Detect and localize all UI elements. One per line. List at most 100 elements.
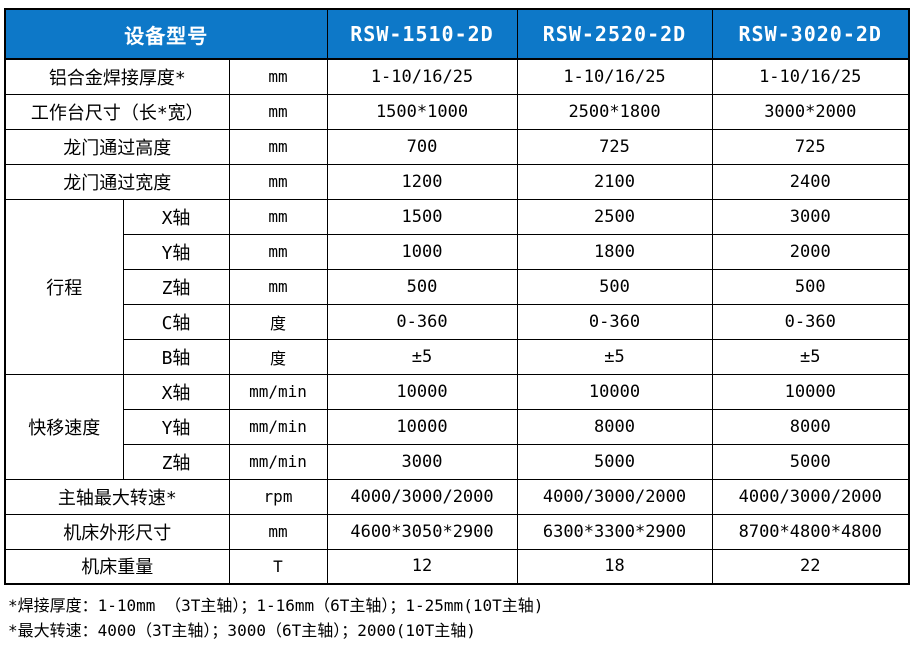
axis-label: C轴 (122, 303, 230, 340)
table-row: 龙门通过高度 mm 700 725 725 (4, 128, 910, 165)
value-cell: 0-360 (711, 303, 910, 340)
unit-cell: mm (228, 58, 328, 95)
row-label: 主轴最大转速* (4, 478, 230, 515)
value-cell: 1-10/16/25 (516, 58, 713, 95)
value-cell: 2500*1800 (516, 93, 713, 130)
axis-label: B轴 (122, 338, 230, 375)
table-row: C轴 度 0-360 0-360 0-360 (5, 303, 910, 340)
value-cell: 10000 (326, 373, 518, 410)
value-cell: 10000 (516, 373, 713, 410)
row-label: 机床重量 (4, 548, 230, 585)
value-cell: 725 (516, 128, 713, 165)
value-cell: 1200 (326, 163, 518, 200)
unit-cell: mm/min (228, 408, 328, 445)
value-cell: 10000 (326, 408, 518, 445)
footnotes: *焊接厚度：1-10mm （3T主轴）；1-16mm（6T主轴）；1-25mm(… (8, 594, 908, 644)
value-cell: 18 (516, 548, 713, 585)
group-label-rapid-speed: 快移速度 (4, 373, 124, 480)
table-row: 铝合金焊接厚度* mm 1-10/16/25 1-10/16/25 1-10/1… (4, 58, 910, 95)
value-cell: 2400 (711, 163, 910, 200)
table-row: 机床外形尺寸 mm 4600*3050*2900 6300*3300*2900 … (4, 513, 910, 550)
table-row: 龙门通过宽度 mm 1200 2100 2400 (4, 163, 910, 200)
table-row: Y轴 mm/min 10000 8000 8000 (5, 408, 910, 445)
value-cell: 2500 (516, 198, 713, 235)
row-label: 龙门通过宽度 (4, 163, 230, 200)
column-header-model-2: RSW-2520-2D (516, 8, 713, 60)
unit-cell: mm (228, 198, 328, 235)
row-label: 机床外形尺寸 (4, 513, 230, 550)
value-cell: 3000*2000 (711, 93, 910, 130)
value-cell: 4000/3000/2000 (516, 478, 713, 515)
axis-label: Y轴 (122, 408, 230, 445)
table-row: 快移速度 X轴 mm/min 10000 10000 10000 (4, 373, 910, 480)
value-cell: 500 (711, 268, 910, 305)
value-cell: 1500*1000 (326, 93, 518, 130)
axis-label: X轴 (122, 373, 230, 410)
value-cell: 1500 (326, 198, 518, 235)
unit-cell: mm (228, 163, 328, 200)
value-cell: 1800 (516, 233, 713, 270)
value-cell: 3000 (326, 443, 518, 480)
value-cell: 700 (326, 128, 518, 165)
value-cell: 5000 (516, 443, 713, 480)
column-header-model-1: RSW-1510-2D (326, 8, 518, 60)
value-cell: 0-360 (516, 303, 713, 340)
unit-cell: 度 (228, 338, 328, 375)
footnote-max-speed: *最大转速：4000（3T主轴）；3000（6T主轴）；2000(10T主轴) (8, 620, 476, 640)
value-cell: 4600*3050*2900 (326, 513, 518, 550)
value-cell: 8000 (711, 408, 910, 445)
value-cell: 725 (711, 128, 910, 165)
unit-cell: mm (228, 93, 328, 130)
column-header-model-3: RSW-3020-2D (711, 8, 910, 60)
value-cell: 8000 (516, 408, 713, 445)
value-cell: 22 (711, 548, 910, 585)
unit-cell: mm (228, 233, 328, 270)
value-cell: 500 (326, 268, 518, 305)
unit-cell: mm/min (228, 373, 328, 410)
value-cell: ±5 (711, 338, 910, 375)
table-row: 机床重量 T 12 18 22 (4, 548, 910, 585)
unit-cell: T (228, 548, 328, 585)
row-label: 铝合金焊接厚度* (4, 58, 230, 95)
value-cell: 6300*3300*2900 (516, 513, 713, 550)
axis-label: Y轴 (122, 233, 230, 270)
header-row: 设备型号 RSW-1510-2D RSW-2520-2D RSW-3020-2D (4, 8, 910, 60)
value-cell: 12 (326, 548, 518, 585)
table-row: B轴 度 ±5 ±5 ±5 (5, 338, 910, 375)
value-cell: 3000 (711, 198, 910, 235)
axis-label: Z轴 (122, 268, 230, 305)
value-cell: 0-360 (326, 303, 518, 340)
unit-cell: mm (228, 513, 328, 550)
value-cell: 5000 (711, 443, 910, 480)
unit-cell: mm (228, 128, 328, 165)
group-label-stroke: 行程 (4, 198, 124, 375)
unit-cell: mm/min (228, 443, 328, 480)
unit-cell: 度 (228, 303, 328, 340)
row-label: 工作台尺寸（长*宽） (4, 93, 230, 130)
axis-label: X轴 (122, 198, 230, 235)
value-cell: 10000 (711, 373, 910, 410)
value-cell: 2000 (711, 233, 910, 270)
row-label: 龙门通过高度 (4, 128, 230, 165)
value-cell: 1-10/16/25 (711, 58, 910, 95)
spec-table: 设备型号 RSW-1510-2D RSW-2520-2D RSW-3020-2D… (4, 8, 910, 585)
value-cell: 1000 (326, 233, 518, 270)
table-row: Z轴 mm 500 500 500 (5, 268, 910, 305)
value-cell: 8700*4800*4800 (711, 513, 910, 550)
value-cell: ±5 (516, 338, 713, 375)
table-row: 行程 X轴 mm 1500 2500 3000 (4, 198, 910, 375)
value-cell: 500 (516, 268, 713, 305)
unit-cell: mm (228, 268, 328, 305)
footnote-welding-thickness: *焊接厚度：1-10mm （3T主轴）；1-16mm（6T主轴）；1-25mm(… (8, 596, 544, 615)
value-cell: ±5 (326, 338, 518, 375)
table-row: Y轴 mm 1000 1800 2000 (5, 233, 910, 270)
table-row: Z轴 mm/min 3000 5000 5000 (5, 443, 910, 480)
value-cell: 4000/3000/2000 (326, 478, 518, 515)
value-cell: 4000/3000/2000 (711, 478, 910, 515)
axis-label: Z轴 (122, 443, 230, 480)
value-cell: 2100 (516, 163, 713, 200)
table-row: 主轴最大转速* rpm 4000/3000/2000 4000/3000/200… (4, 478, 910, 515)
table-row: 工作台尺寸（长*宽） mm 1500*1000 2500*1800 3000*2… (4, 93, 910, 130)
value-cell: 1-10/16/25 (326, 58, 518, 95)
